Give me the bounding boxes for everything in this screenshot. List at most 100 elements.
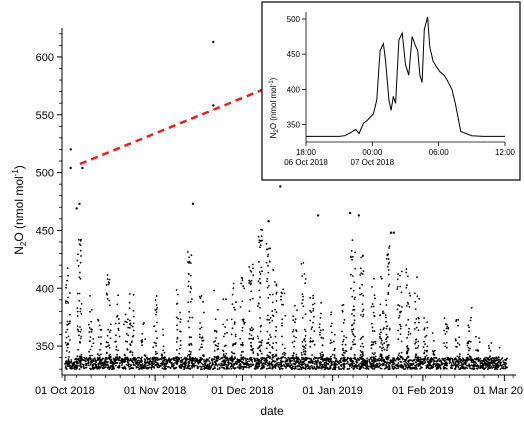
- data-point: [199, 356, 202, 359]
- data-point: [131, 335, 134, 338]
- data-point: [359, 350, 362, 352]
- data-point: [247, 363, 250, 365]
- data-point: [76, 315, 79, 317]
- data-point: [386, 361, 388, 364]
- data-point: [441, 363, 444, 366]
- data-point: [361, 363, 363, 366]
- data-point: [99, 366, 102, 368]
- data-point: [78, 334, 80, 337]
- data-point: [261, 364, 263, 367]
- data-point: [131, 366, 133, 369]
- data-point: [97, 357, 99, 359]
- data-point: [260, 324, 262, 327]
- data-point: [142, 323, 145, 326]
- data-point: [370, 356, 373, 359]
- data-point: [469, 356, 472, 359]
- data-point: [132, 315, 135, 318]
- data-point: [218, 366, 221, 369]
- data-point: [504, 358, 506, 361]
- data-point: [308, 361, 311, 363]
- data-point: [344, 343, 347, 346]
- data-point: [397, 362, 400, 364]
- data-point: [292, 319, 295, 322]
- data-point: [477, 349, 479, 351]
- data-point: [65, 331, 67, 333]
- data-point: [482, 359, 484, 362]
- data-point: [322, 354, 325, 357]
- data-point: [87, 323, 90, 326]
- data-point: [232, 360, 234, 362]
- data-point: [80, 354, 83, 356]
- data-point: [180, 356, 183, 359]
- data-point: [147, 367, 150, 370]
- data-point: [188, 364, 191, 367]
- data-point: [475, 362, 477, 365]
- data-point: [301, 341, 304, 343]
- data-point: [361, 255, 364, 257]
- data-point: [353, 281, 356, 284]
- data-point: [330, 331, 333, 334]
- data-point: [260, 341, 263, 344]
- inset-x-tick-label: 06:00: [429, 148, 450, 157]
- data-point: [295, 355, 298, 358]
- data-point: [234, 361, 237, 364]
- data-point: [109, 304, 111, 307]
- data-point: [243, 287, 246, 290]
- data-point: [378, 362, 381, 365]
- data-point: [125, 363, 128, 366]
- data-point: [405, 324, 408, 327]
- data-point: [313, 343, 316, 346]
- data-point: [275, 291, 278, 294]
- data-point: [213, 350, 216, 352]
- data-point: [152, 358, 155, 361]
- data-point: [488, 347, 490, 350]
- data-point: [155, 344, 158, 347]
- data-point: [505, 362, 508, 365]
- data-point: [271, 310, 274, 312]
- data-point: [313, 356, 316, 359]
- data-point: [80, 328, 83, 331]
- data-point: [242, 318, 245, 321]
- data-point: [350, 346, 353, 349]
- data-point: [330, 313, 332, 316]
- data-point: [370, 365, 373, 368]
- data-point: [169, 366, 172, 369]
- data-point: [330, 355, 332, 358]
- data-point: [341, 363, 343, 366]
- data-point: [316, 214, 320, 217]
- data-point: [106, 363, 109, 366]
- data-point: [239, 364, 242, 366]
- data-point: [91, 345, 93, 348]
- data-point: [202, 365, 205, 368]
- data-point: [275, 355, 278, 357]
- data-point: [456, 346, 458, 348]
- data-point: [425, 334, 428, 337]
- data-point: [114, 360, 116, 362]
- data-point: [475, 335, 477, 338]
- data-point: [399, 360, 402, 363]
- data-point: [371, 322, 373, 325]
- data-point: [188, 350, 191, 353]
- data-point: [494, 364, 496, 367]
- data-point: [230, 318, 233, 321]
- data-point: [424, 343, 426, 345]
- data-point: [187, 251, 189, 253]
- data-point: [265, 248, 268, 251]
- data-point: [230, 363, 233, 366]
- data-point: [66, 346, 69, 349]
- data-point: [131, 354, 134, 356]
- data-point: [197, 361, 199, 364]
- data-point: [186, 358, 189, 361]
- data-point: [414, 321, 416, 324]
- data-point: [131, 360, 134, 362]
- data-point: [445, 330, 448, 333]
- data-point: [359, 345, 362, 348]
- data-point: [436, 362, 439, 365]
- data-point: [443, 342, 445, 344]
- data-point: [87, 361, 90, 364]
- data-point: [481, 361, 483, 364]
- data-point: [344, 352, 346, 354]
- data-point: [134, 358, 136, 361]
- data-point: [479, 357, 482, 360]
- data-point: [338, 359, 341, 362]
